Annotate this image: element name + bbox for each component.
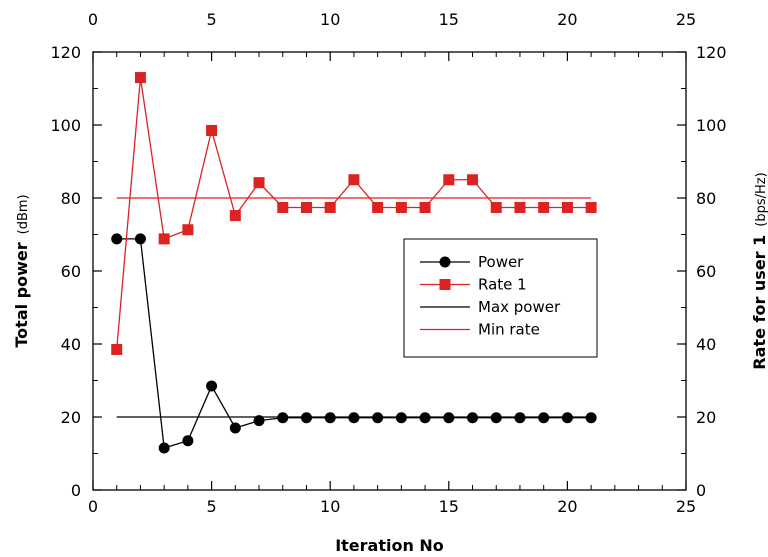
legend: Power Rate 1 Max power Min rate xyxy=(403,238,598,358)
y2-tick-label: 60 xyxy=(696,262,716,281)
data-point-power xyxy=(419,412,431,424)
data-point-rate-1 xyxy=(206,124,218,136)
data-point-rate-1 xyxy=(419,201,431,213)
data-point-power xyxy=(206,380,218,392)
data-point-power xyxy=(158,442,170,454)
data-point-rate-1 xyxy=(348,174,360,186)
x-top-tick-label: 25 xyxy=(676,10,696,29)
data-point-rate-1 xyxy=(324,201,336,213)
y-axis-unit: (dBm) xyxy=(16,194,31,234)
data-point-power xyxy=(490,412,502,424)
x-tick-label: 20 xyxy=(557,497,577,516)
data-point-rate-1 xyxy=(253,177,265,189)
legend-label-power: Power xyxy=(478,253,524,271)
x-top-tick-label: 5 xyxy=(207,10,217,29)
data-point-power xyxy=(111,233,123,245)
data-point-power xyxy=(561,412,573,424)
y2-tick-label: 100 xyxy=(696,116,727,135)
data-point-power xyxy=(182,435,194,447)
data-point-power xyxy=(467,412,479,424)
x-tick-label: 5 xyxy=(207,497,217,516)
data-point-power xyxy=(395,412,407,424)
y-axis-title-text: Total power xyxy=(12,242,31,347)
x-tick-label: 15 xyxy=(439,497,459,516)
x-axis-title: Iteration No xyxy=(335,536,444,555)
data-point-rate-1 xyxy=(585,201,597,213)
data-point-rate-1 xyxy=(467,174,479,186)
x-top-tick-label: 20 xyxy=(557,10,577,29)
y-tick-label: 60 xyxy=(61,262,81,281)
x-tick-label: 25 xyxy=(676,497,696,516)
data-point-power xyxy=(443,412,455,424)
y-axis-title: Total power (dBm) xyxy=(12,194,31,347)
legend-label-min-rate: Min rate xyxy=(478,321,540,339)
y2-axis-title: Rate for user 1 (bps/Hz) xyxy=(750,172,768,369)
y2-tick-label: 40 xyxy=(696,335,716,354)
x-top-tick-label: 0 xyxy=(88,10,98,29)
data-point-rate-1 xyxy=(134,72,146,84)
data-point-power xyxy=(229,422,241,434)
data-point-rate-1 xyxy=(372,201,384,213)
data-point-rate-1 xyxy=(514,201,526,213)
y-tick-label: 80 xyxy=(61,189,81,208)
data-point-power xyxy=(538,412,550,424)
legend-marker-power xyxy=(439,256,451,268)
data-point-power xyxy=(324,412,336,424)
data-point-rate-1 xyxy=(229,210,241,222)
x-tick-label: 10 xyxy=(320,497,340,516)
data-point-power xyxy=(514,412,526,424)
y2-tick-label: 20 xyxy=(696,408,716,427)
y2-axis-unit: (bps/Hz) xyxy=(754,172,768,226)
data-point-power xyxy=(348,412,360,424)
data-point-rate-1 xyxy=(158,233,170,245)
series-markers xyxy=(111,72,597,454)
x-top-tick-label: 15 xyxy=(439,10,459,29)
x-top-tick-label: 10 xyxy=(320,10,340,29)
data-point-rate-1 xyxy=(300,201,312,213)
data-point-rate-1 xyxy=(277,201,289,213)
y-tick-label: 20 xyxy=(61,408,81,427)
data-point-rate-1 xyxy=(395,201,407,213)
y-tick-label: 0 xyxy=(71,481,81,500)
data-point-rate-1 xyxy=(561,201,573,213)
y-tick-label: 100 xyxy=(50,116,81,135)
legend-label-rate-1: Rate 1 xyxy=(478,276,527,294)
legend-box xyxy=(403,238,598,358)
axis-ticks xyxy=(92,51,687,491)
y2-axis-title-text: Rate for user 1 xyxy=(750,235,768,370)
y2-tick-label: 0 xyxy=(696,481,706,500)
y2-tick-label: 80 xyxy=(696,189,716,208)
data-point-rate-1 xyxy=(490,201,502,213)
legend-label-max-power: Max power xyxy=(478,298,561,316)
y2-tick-label: 120 xyxy=(696,43,727,62)
data-point-rate-1 xyxy=(182,224,194,236)
x-tick-label: 0 xyxy=(88,497,98,516)
data-point-power xyxy=(300,412,312,424)
y-tick-label: 120 xyxy=(50,43,81,62)
data-point-power xyxy=(134,233,146,245)
data-point-power xyxy=(277,412,289,424)
data-point-rate-1 xyxy=(111,343,123,355)
data-point-power xyxy=(253,415,265,427)
data-point-rate-1 xyxy=(443,174,455,186)
data-point-rate-1 xyxy=(538,201,550,213)
y-tick-label: 40 xyxy=(61,335,81,354)
legend-marker-rate-1 xyxy=(439,279,451,290)
data-point-power xyxy=(585,412,597,424)
data-point-power xyxy=(372,412,384,424)
